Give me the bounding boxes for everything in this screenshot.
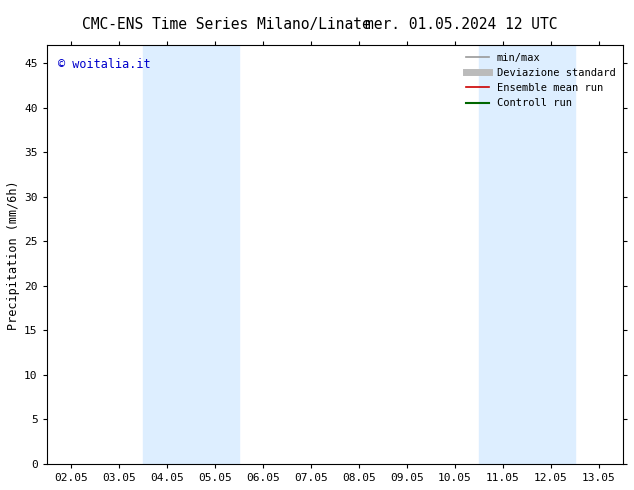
Y-axis label: Precipitation (mm/6h): Precipitation (mm/6h) — [7, 180, 20, 330]
Bar — [143, 46, 239, 464]
Text: © woitalia.it: © woitalia.it — [58, 58, 151, 71]
Bar — [479, 46, 575, 464]
Text: mer. 01.05.2024 12 UTC: mer. 01.05.2024 12 UTC — [365, 17, 558, 32]
Legend: min/max, Deviazione standard, Ensemble mean run, Controll run: min/max, Deviazione standard, Ensemble m… — [462, 49, 620, 113]
Text: CMC-ENS Time Series Milano/Linate: CMC-ENS Time Series Milano/Linate — [82, 17, 371, 32]
